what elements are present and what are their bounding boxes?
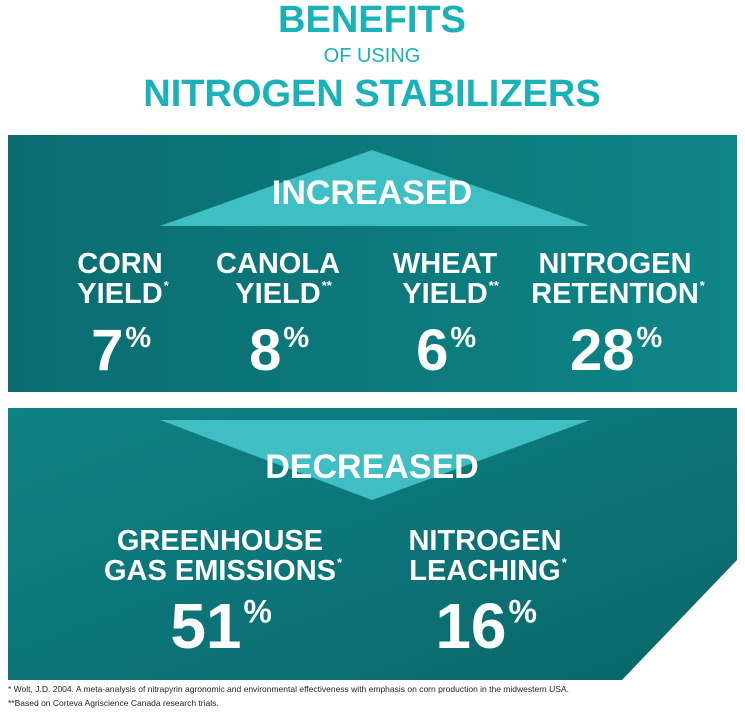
- item-label: NITROGEN: [538, 248, 691, 280]
- item-value: 6: [416, 318, 448, 383]
- item-unit: %: [125, 322, 151, 354]
- footnote-mark: *: [164, 278, 170, 293]
- footnote: **Based on Corteva Agriscience Canada re…: [8, 698, 219, 708]
- item-unit: %: [283, 322, 309, 354]
- footnote-mark: *: [562, 555, 568, 570]
- item-label: YIELD: [402, 278, 487, 310]
- item-unit: %: [244, 593, 272, 629]
- item-value: 16: [435, 590, 506, 662]
- section-heading: INCREASED: [272, 174, 472, 212]
- triangle: [160, 150, 590, 226]
- item-label: WHEAT: [393, 248, 497, 280]
- footnote-mark: **: [489, 278, 500, 293]
- footnote-mark: **: [322, 278, 333, 293]
- item-label: YIELD: [235, 278, 320, 310]
- triangle: [160, 420, 590, 500]
- item-label: GAS EMISSIONS: [104, 555, 336, 587]
- title-line: NITROGEN STABILIZERS: [143, 73, 600, 115]
- item-unit: %: [509, 593, 537, 629]
- item-label: RETENTION: [531, 278, 699, 310]
- section-heading: DECREASED: [265, 448, 478, 486]
- title-line: OF USING: [324, 45, 421, 67]
- item-unit: %: [636, 322, 662, 354]
- item-label: CORN: [77, 248, 162, 280]
- item-value: 28: [570, 318, 635, 383]
- footnote-mark: *: [337, 555, 343, 570]
- title-line: BENEFITS: [278, 0, 466, 41]
- item-label: NITROGEN: [408, 525, 561, 557]
- item-label: LEACHING: [409, 555, 560, 587]
- footnote: * Wolt, J.D. 2004. A meta-analysis of ni…: [8, 684, 569, 694]
- item-label: CANOLA: [216, 248, 340, 280]
- item-value: 7: [91, 318, 123, 383]
- item-label: YIELD: [77, 278, 162, 310]
- panel: [8, 408, 737, 680]
- item-value: 8: [249, 318, 281, 383]
- item-value: 51: [170, 590, 241, 662]
- item-unit: %: [450, 322, 476, 354]
- item-label: GREENHOUSE: [117, 525, 323, 557]
- footnote-mark: *: [700, 278, 706, 293]
